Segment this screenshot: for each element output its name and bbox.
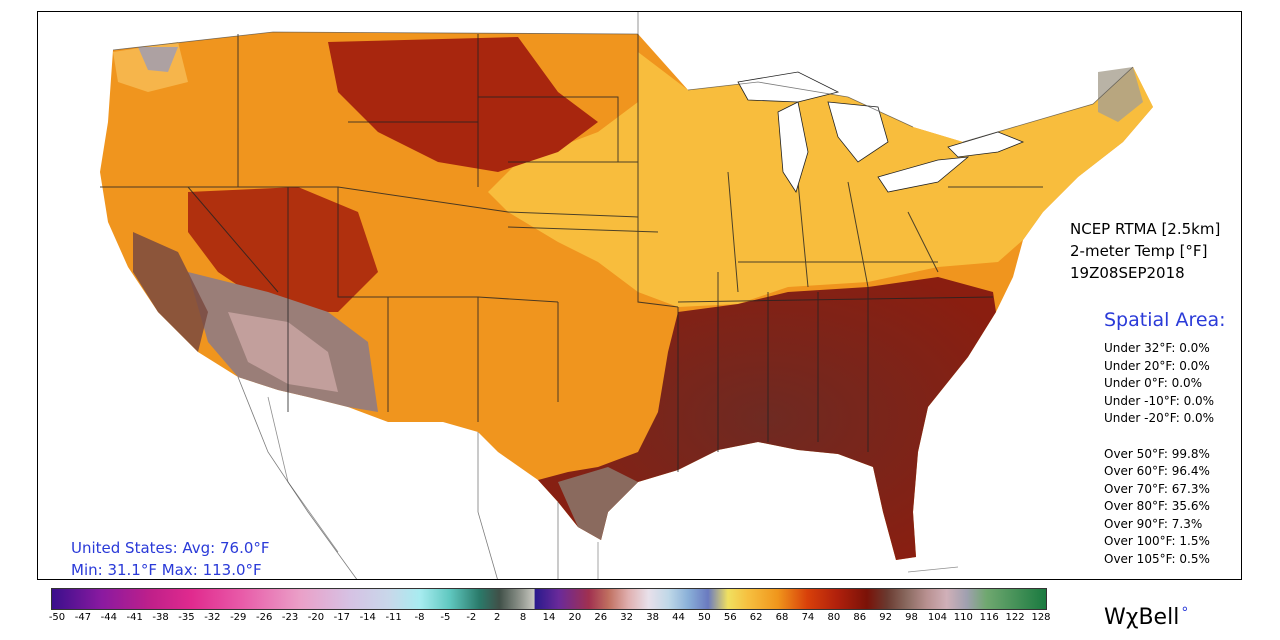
under-minus10-stat: Under -10°F: 0.0% — [1104, 393, 1215, 408]
colorbar-tick-label: 104 — [927, 612, 947, 623]
under-32-stat: Under 32°F: 0.0% — [1104, 341, 1210, 355]
colorbar-tick-label: 116 — [979, 612, 999, 623]
colorbar-tick-label: -50 — [48, 612, 66, 623]
colorbar-tick-label: 86 — [853, 612, 867, 623]
product-model: NCEP RTMA [2.5km] — [1070, 220, 1221, 238]
us-summary: United States: Avg: 76.0°F Min: 31.1°F M… — [71, 537, 270, 581]
colorbar-tick-label: 98 — [905, 612, 918, 623]
temperature-colorbar — [51, 588, 1047, 610]
under-20-stat: Under 20°F: 0.0% — [1104, 358, 1210, 373]
colorbar-tick-label: 62 — [749, 612, 763, 623]
colorbar-tick-label: 14 — [542, 612, 556, 623]
colorbar-tick-label: -41 — [126, 612, 143, 623]
southeast-hot-region — [538, 277, 996, 560]
colorbar-tick-label: 32 — [620, 612, 634, 623]
colorbar-tick-label: -38 — [152, 612, 169, 623]
product-info: NCEP RTMA [2.5km] 2-meter Temp [°F] 19Z0… — [1070, 218, 1220, 284]
under-minus20-stat: Under -20°F: 0.0% — [1104, 411, 1215, 425]
map-canvas — [100, 12, 1153, 579]
colorbar-labels: -50 -47 -44 -41 -38 -35 -32 -29 -26 -23 -20 -17 -14-… — [48, 612, 1051, 628]
colorbar-tick-label: -23 — [281, 612, 299, 623]
under-0-stat: Under 0°F: 0.0% — [1104, 376, 1203, 390]
colorbar-tick-label: 110 — [953, 612, 973, 623]
colorbar-tick-label: 44 — [672, 612, 685, 623]
colorbar-tick-label: -11 — [385, 612, 402, 623]
colorbar-tick-label: 8 — [519, 612, 527, 623]
brand-mark: ° — [1181, 605, 1189, 621]
colorbar-tick-label: -14 — [359, 612, 376, 623]
colorbar-tick-label: -47 — [74, 612, 92, 623]
state-borders — [100, 34, 1043, 472]
colorbar-tick-label: 20 — [568, 612, 582, 623]
colorbar-tick-label: -8 — [414, 612, 425, 623]
weatherbell-logo: WχBell ° — [1104, 605, 1188, 630]
great-lakes-region — [488, 52, 1153, 307]
product-variable: 2-meter Temp [°F] — [1070, 242, 1208, 260]
over-80-stat: Over 80°F: 35.6% — [1104, 499, 1210, 513]
colorbar-tick-label: 128 — [1031, 612, 1051, 623]
over-70-stat: Over 70°F: 67.3% — [1104, 481, 1210, 496]
colorbar-tick-label: 74 — [801, 612, 815, 623]
country-borders — [112, 12, 1134, 579]
temperature-map — [37, 11, 1242, 580]
northern-plains-hot — [328, 37, 598, 172]
colorbar-tick-label: -17 — [333, 612, 350, 623]
colorbar-tick-label: -20 — [307, 612, 325, 623]
great-lakes — [737, 71, 1025, 193]
colorbar-tick-label: 38 — [646, 612, 659, 623]
colorbar-tick-label: 26 — [594, 612, 608, 623]
colorbar-tick-label: -32 — [204, 612, 221, 623]
colorbar-tick-label: -44 — [100, 612, 117, 623]
colorbar-tick-label: 50 — [697, 612, 711, 623]
colorbar-tick-label: 122 — [1005, 612, 1025, 623]
colorbar-tick-label: -5 — [440, 612, 451, 623]
brand-text: WχBell — [1104, 605, 1180, 630]
over-90-stat: Over 90°F: 7.3% — [1104, 516, 1203, 531]
us-min-max: Min: 31.1°F Max: 113.0°F — [71, 561, 262, 579]
colorbar-tick-label: -2 — [466, 612, 477, 623]
over-100-stat: Over 100°F: 1.5% — [1104, 534, 1210, 548]
product-time: 19Z08SEP2018 — [1070, 264, 1185, 282]
spatial-area-panel: Spatial Area: Under 32°F: 0.0% Under 20°… — [1104, 309, 1226, 568]
us-average: United States: Avg: 76.0°F — [71, 539, 270, 557]
spatial-area-title: Spatial Area: — [1104, 309, 1226, 331]
colorbar-tick-label: -29 — [230, 612, 247, 623]
over-105-stat: Over 105°F: 0.5% — [1104, 551, 1210, 566]
colorbar-tick-label: 68 — [775, 612, 789, 623]
colorbar-tick-label: 56 — [723, 612, 737, 623]
texas-coast — [558, 467, 638, 540]
over-50-stat: Over 50°F: 99.8% — [1104, 446, 1210, 461]
colorbar-tick-label: 2 — [494, 612, 501, 623]
colorbar-tick-label: -26 — [255, 612, 273, 623]
over-60-stat: Over 60°F: 96.4% — [1104, 464, 1210, 478]
great-basin-hot — [188, 187, 378, 312]
colorbar-tick-label: 80 — [827, 612, 841, 623]
colorbar-tick-label: -35 — [178, 612, 195, 623]
colorbar-tick-label: 92 — [879, 612, 892, 623]
